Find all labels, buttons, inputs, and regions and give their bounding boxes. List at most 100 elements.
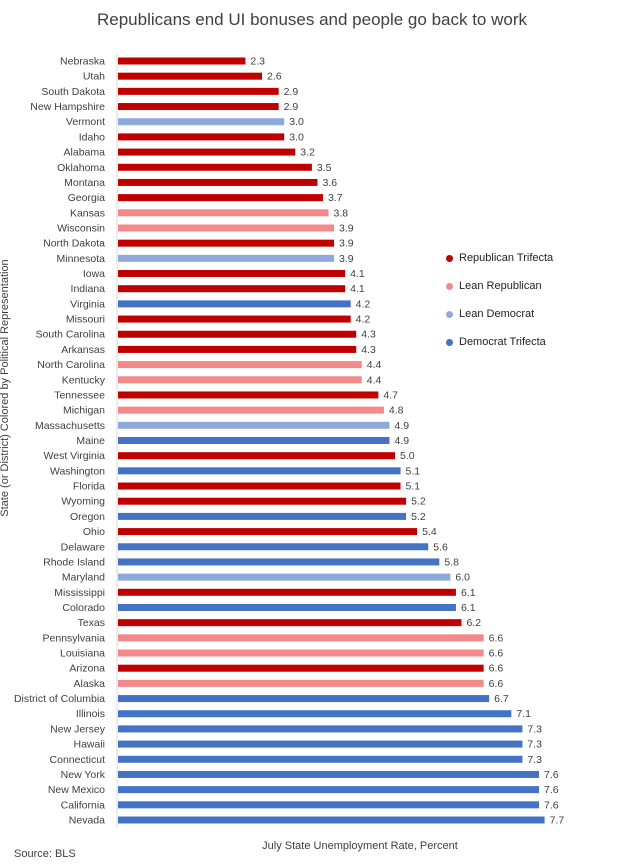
bar	[118, 239, 335, 247]
category-label: Ohio	[83, 526, 105, 538]
bar	[118, 224, 335, 232]
category-label: Kansas	[70, 207, 105, 219]
category-label: Missouri	[66, 314, 105, 326]
value-label: 4.7	[383, 389, 398, 401]
value-label: 5.1	[406, 481, 421, 493]
bar	[118, 421, 390, 429]
value-label: 3.9	[339, 222, 354, 234]
value-label: 6.7	[494, 693, 509, 705]
bar	[118, 695, 490, 703]
bar	[118, 755, 523, 763]
value-label: 7.6	[544, 784, 559, 796]
bar	[118, 437, 390, 444]
category-label: Utah	[83, 71, 105, 83]
category-label: Delaware	[61, 541, 106, 553]
category-label: Louisiana	[60, 648, 105, 660]
category-label: New Mexico	[48, 784, 105, 796]
value-label: 2.9	[284, 86, 299, 98]
value-label: 6.2	[466, 617, 481, 629]
legend-item: Democrat Trifecta	[446, 328, 553, 356]
value-label: 4.4	[367, 374, 382, 386]
value-label: 3.5	[317, 162, 332, 174]
bar	[118, 133, 285, 141]
bar	[118, 634, 484, 642]
bar	[118, 588, 456, 596]
bar	[118, 361, 362, 369]
bar	[118, 770, 540, 778]
category-label: Arkansas	[61, 344, 105, 356]
category-label: Kentucky	[62, 374, 106, 386]
value-label: 4.2	[356, 314, 371, 326]
category-label: Rhode Island	[43, 556, 105, 568]
value-label: 5.2	[411, 496, 426, 508]
legend-label: Lean Republican	[459, 280, 542, 292]
legend-item: Lean Republican	[446, 272, 553, 300]
value-label: 7.6	[544, 769, 559, 781]
value-label: 5.0	[400, 450, 415, 462]
legend-label: Republican Trifecta	[459, 252, 554, 264]
category-label: Illinois	[76, 708, 105, 720]
category-label: Mississippi	[54, 587, 105, 599]
bar	[118, 528, 418, 536]
category-label: Minnesota	[57, 253, 106, 265]
category-label: Colorado	[62, 602, 105, 614]
value-label: 4.3	[361, 344, 376, 356]
category-label: Hawaii	[73, 739, 105, 751]
category-label: North Dakota	[43, 238, 105, 250]
legend-item: Republican Trifecta	[446, 244, 553, 272]
category-label: District of Columbia	[14, 693, 105, 705]
value-label: 3.2	[300, 147, 315, 159]
value-label: 6.6	[489, 648, 504, 660]
category-label: Arizona	[69, 663, 105, 675]
bar	[118, 194, 323, 202]
value-label: 5.6	[433, 541, 448, 553]
bar	[118, 679, 484, 687]
bar	[118, 619, 462, 627]
value-label: 5.1	[406, 465, 421, 477]
value-label: 4.1	[350, 283, 365, 295]
value-label: 5.8	[444, 556, 459, 568]
category-label: Maine	[76, 435, 105, 447]
bar	[118, 558, 440, 566]
bar	[118, 330, 357, 338]
category-label: Maryland	[62, 572, 105, 584]
bar	[118, 209, 329, 217]
legend-marker	[446, 282, 453, 290]
bar	[118, 254, 335, 262]
bar	[118, 816, 545, 824]
bar	[118, 163, 312, 171]
category-label: Oklahoma	[57, 162, 105, 174]
category-label: Wyoming	[61, 496, 105, 508]
legend: Republican Trifecta Lean Republican Lean D…	[446, 244, 553, 356]
category-label: Tennessee	[54, 389, 105, 401]
value-label: 3.0	[289, 131, 304, 143]
legend-marker	[446, 310, 453, 318]
legend-item: Lean Democrat	[446, 300, 553, 328]
bar	[118, 406, 384, 414]
value-label: 5.2	[411, 511, 426, 523]
value-label: 3.9	[339, 253, 354, 265]
category-label: Montana	[64, 177, 105, 189]
category-label: South Carolina	[36, 329, 106, 341]
value-label: 6.6	[489, 678, 504, 690]
value-label: 2.3	[250, 56, 265, 68]
bar	[118, 482, 401, 490]
legend-marker	[446, 338, 453, 346]
bar	[118, 315, 351, 323]
value-label: 4.4	[367, 359, 382, 371]
bar	[118, 603, 456, 611]
bar	[118, 801, 540, 809]
category-label: Georgia	[68, 192, 106, 204]
bar	[118, 725, 523, 733]
bar	[118, 148, 296, 156]
bar	[118, 300, 351, 308]
category-label: Connecticut	[50, 754, 106, 766]
value-label: 7.6	[544, 799, 559, 811]
category-label: Idaho	[79, 131, 105, 143]
bar	[118, 710, 512, 718]
value-label: 3.6	[322, 177, 337, 189]
bar	[118, 270, 346, 278]
bar	[118, 72, 263, 80]
category-label: South Dakota	[41, 86, 105, 98]
